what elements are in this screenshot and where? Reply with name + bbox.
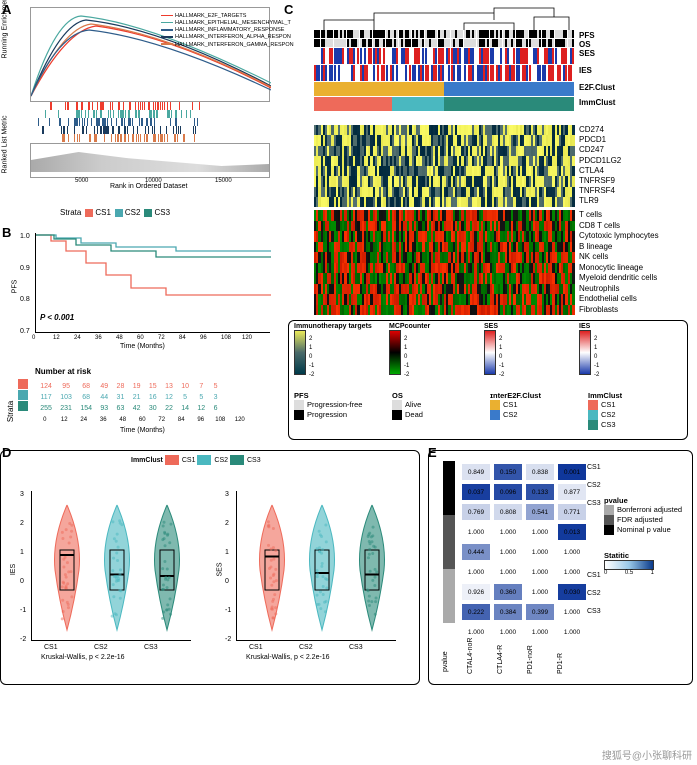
y-axis-bot: Ranked List Metric — [2, 116, 9, 174]
gsea-rank-ticks — [30, 102, 270, 142]
xtick: 10000 — [145, 178, 162, 184]
risk-x-label: Time (Months) — [120, 427, 165, 434]
violin-ies: IES-2-10123 CS1CS2CS3Kruskal-Wallis, p <… — [6, 466, 201, 666]
row-pvalue-anno — [443, 461, 455, 623]
pvalue-anno-label: pvalue — [442, 651, 449, 672]
km-y-label: PFS — [11, 280, 18, 294]
risk-table: Number at risk Strata 124956849281915131… — [0, 365, 276, 440]
annotation-tracks — [314, 30, 574, 122]
xtick: 5000 — [75, 178, 88, 184]
risk-numbers: 1249568492819151310751171036844312116125… — [35, 380, 223, 415]
gsea-enrichment-curves: HALLMARK_E2F_TARGETSHALLMARK_EPITHELIAL_… — [30, 7, 270, 102]
pvalue-matrix: 0.8490.1500.8380.0010.0370.0960.1330.877… — [459, 461, 589, 643]
dendrogram — [314, 5, 574, 30]
gsea-ranked-metric — [30, 143, 270, 178]
strata-swatches — [18, 379, 28, 412]
panel-d-violins: ImmClust CS1 CS2 CS3 IES-2-10123 CS1CS2C… — [0, 450, 420, 685]
y-axis-top: Running Enrichment Score — [2, 0, 9, 59]
heatmap-mcpcounter — [314, 210, 574, 315]
pvalue-legend: pvalueBonferroni adjustedFDR adjustedNom… — [604, 496, 682, 535]
violin-ses: SES-2-10123 CS1CS2CS3Kruskal-Wallis, p <… — [211, 466, 406, 666]
strata-legend: StrataCS1CS2CS3 — [60, 208, 170, 217]
panel-e-pvalue-matrix: 0.8490.1500.8380.0010.0370.0960.1330.877… — [428, 450, 693, 685]
heatmap-immunotherapy — [314, 125, 574, 207]
statistic-legend: Statitic 00.51 — [604, 551, 654, 576]
risk-table-title: Number at risk — [35, 367, 91, 376]
xtick: 15000 — [215, 178, 232, 184]
panel-a-gsea: HALLMARK_E2F_TARGETSHALLMARK_EPITHELIAL_… — [0, 5, 276, 200]
p-value-text: P < 0.001 — [40, 313, 74, 322]
x-axis-label: Rank in Ordered Dataset — [110, 183, 187, 190]
gsea-legend: HALLMARK_E2F_TARGETSHALLMARK_EPITHELIAL_… — [161, 13, 294, 49]
strata-side-label: Strata — [6, 401, 15, 422]
panel-b-km: P < 0.001 PFS Time (Months) 0.70.80.91.0… — [0, 228, 276, 358]
km-x-label: Time (Months) — [120, 343, 165, 350]
panel-c-heatmap: PFSOSSESIESE2F.ClustImmClust CD274PDCD1C… — [284, 5, 692, 440]
watermark: 搜狐号@小张聊科研 — [602, 747, 692, 762]
panel-c-legend: Immunotherapy targets 210-1-2MCPcounter … — [288, 320, 688, 440]
violin-legend: ImmClust CS1 CS2 CS3 — [131, 455, 261, 465]
